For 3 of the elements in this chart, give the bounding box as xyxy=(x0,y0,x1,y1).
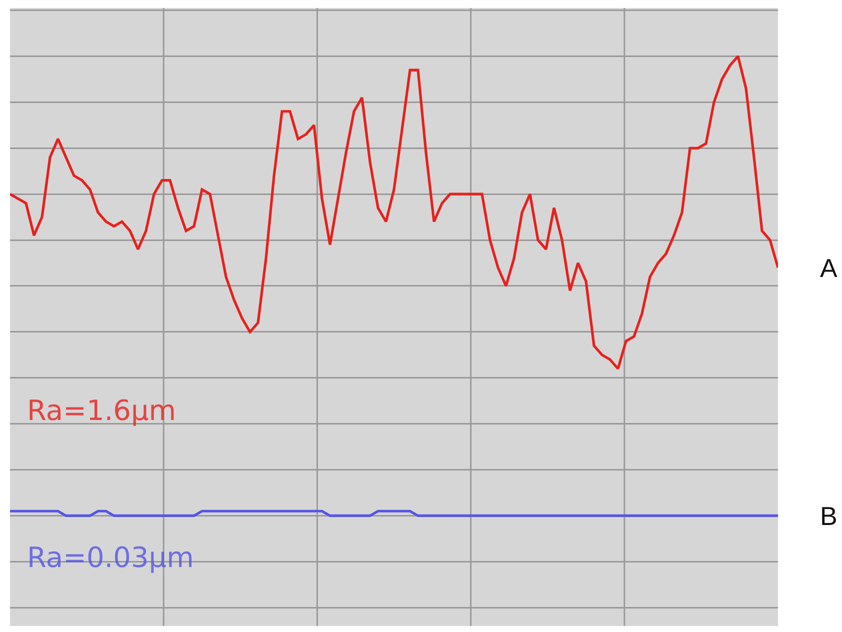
annotation: Ra=1.6μm xyxy=(27,394,176,427)
series-label: B xyxy=(820,501,838,531)
series-label: A xyxy=(820,253,838,283)
